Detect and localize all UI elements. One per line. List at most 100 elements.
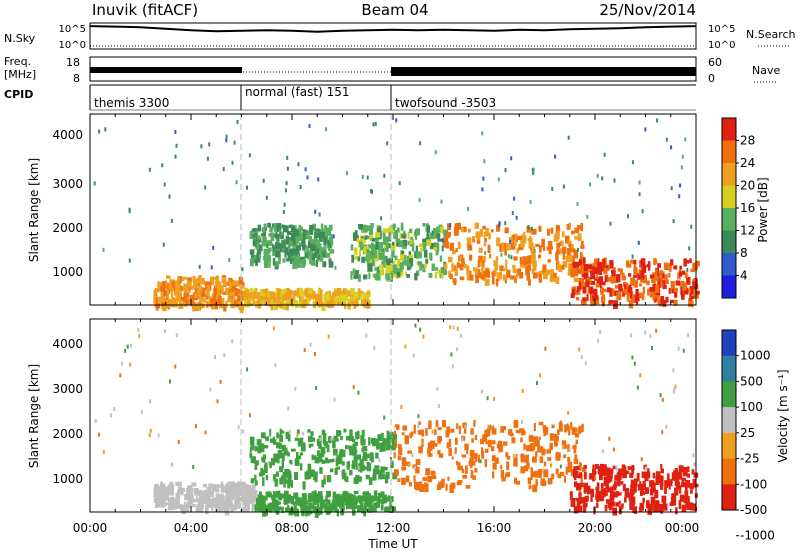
range-cell	[278, 229, 282, 238]
range-cell	[280, 232, 284, 240]
range-cell	[293, 290, 298, 297]
range-cell	[371, 238, 376, 242]
range-cell	[571, 248, 576, 253]
nave-label: Nave	[752, 64, 780, 77]
range-cell	[388, 257, 393, 264]
range-cell	[184, 292, 190, 297]
range-cell	[187, 494, 190, 500]
range-cell	[614, 474, 617, 481]
range-cell	[251, 484, 256, 490]
range-cell	[485, 228, 489, 237]
range-cell	[192, 498, 196, 503]
range-cell	[211, 500, 215, 507]
freq-ytick-top: 18	[66, 56, 80, 69]
range-cell	[246, 289, 250, 293]
range-cell	[357, 430, 360, 440]
range-cell	[437, 404, 440, 408]
range-cell	[227, 499, 233, 508]
range-cell	[520, 239, 525, 248]
range-cell	[256, 235, 261, 240]
range-cell	[617, 477, 621, 487]
range-cell	[561, 265, 565, 270]
range-cell	[264, 445, 269, 449]
range-cell	[422, 477, 427, 481]
range-cell	[336, 455, 341, 465]
range-cell	[592, 295, 595, 301]
range-cell	[333, 438, 339, 442]
range-cell	[272, 474, 275, 479]
range-cell	[681, 478, 684, 486]
range-cell	[452, 250, 456, 255]
range-cell	[652, 472, 656, 479]
range-cell	[429, 242, 435, 250]
range-cell	[515, 429, 521, 434]
range-cell	[680, 495, 686, 500]
range-cell	[317, 289, 321, 295]
range-cell	[317, 491, 323, 497]
range-cell	[486, 428, 491, 437]
range-cell	[644, 474, 649, 482]
range-cell	[316, 495, 320, 502]
range-cell	[268, 299, 272, 307]
range-cell	[619, 481, 624, 485]
range-cell	[281, 475, 284, 480]
range-cell	[308, 507, 311, 512]
range-cell	[642, 497, 645, 503]
range-cell	[365, 495, 370, 500]
range-cell	[336, 508, 339, 517]
range-cell	[228, 277, 233, 283]
colorbar-tick-label: 28	[740, 134, 755, 148]
range-cell	[530, 226, 533, 231]
range-cell	[94, 419, 97, 423]
range-cell	[443, 270, 448, 275]
range-cell	[307, 494, 312, 503]
range-cell	[175, 289, 178, 297]
range-cell	[388, 226, 394, 235]
range-cell	[357, 288, 361, 295]
range-cell	[599, 330, 602, 334]
range-cell	[230, 481, 235, 489]
range-cell	[328, 261, 334, 268]
range-cell	[391, 242, 396, 251]
range-cell	[462, 261, 466, 267]
range-cell	[279, 437, 283, 443]
range-cell	[376, 470, 382, 475]
range-cell	[225, 138, 228, 143]
range-cell	[369, 235, 374, 240]
range-cell	[686, 503, 691, 510]
range-cell	[640, 258, 646, 267]
range-cell	[282, 210, 285, 214]
range-cell	[159, 487, 163, 492]
range-cell	[393, 267, 399, 275]
range-cell	[295, 255, 300, 263]
range-cell	[566, 248, 570, 256]
range-cell	[678, 485, 682, 494]
range-cell	[246, 367, 249, 372]
range-cell	[261, 443, 265, 453]
range-cell	[405, 475, 410, 483]
range-cell	[265, 289, 269, 297]
range-cell	[400, 405, 403, 409]
range-cell	[283, 478, 286, 488]
range-cell	[427, 453, 433, 457]
range-cell	[321, 302, 326, 312]
range-cell	[339, 499, 343, 506]
range-cell	[404, 271, 407, 276]
range-cell	[545, 269, 550, 274]
range-cell	[633, 279, 638, 288]
range-cell	[519, 256, 523, 265]
range-cell	[621, 503, 624, 507]
range-cell	[404, 435, 409, 445]
range-cell	[199, 287, 203, 292]
range-cell	[257, 447, 262, 454]
range-cell	[474, 468, 478, 473]
range-cell	[360, 299, 364, 306]
range-cell	[498, 444, 503, 453]
range-cell	[276, 292, 282, 300]
range-cell	[492, 278, 495, 285]
range-cell	[153, 497, 159, 503]
range-cell	[601, 449, 604, 454]
range-cell	[415, 235, 418, 240]
range-cell	[513, 239, 517, 247]
range-cell	[621, 275, 627, 281]
